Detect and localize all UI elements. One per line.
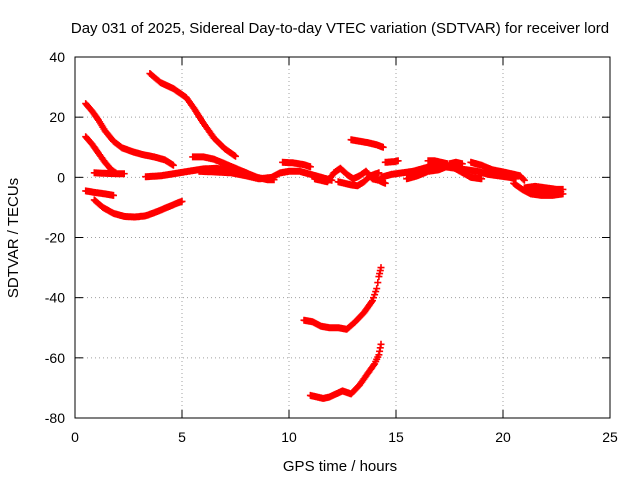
series-arc-j	[279, 158, 314, 171]
series-arc-d	[82, 187, 117, 199]
x-tick-label: 10	[281, 429, 297, 445]
series-markers	[424, 157, 451, 168]
grid	[75, 57, 610, 418]
series-arc-n	[381, 157, 402, 166]
y-axis-label: SDTVAR / TECUs	[5, 178, 22, 298]
x-tick-label: 5	[178, 429, 186, 445]
series-arc-p	[403, 161, 486, 183]
series-arc-v	[525, 187, 565, 196]
data-layer	[82, 70, 567, 402]
series-markers	[403, 161, 486, 183]
y-tick-label: -40	[45, 290, 65, 306]
series-markers	[90, 196, 186, 221]
series-markers	[347, 136, 387, 151]
series-markers	[381, 157, 402, 166]
series-arc-l	[334, 169, 383, 190]
x-tick-label: 20	[495, 429, 511, 445]
series-arc-s	[467, 158, 528, 184]
series-markers	[82, 100, 177, 169]
series-markers	[334, 169, 383, 190]
y-tick-label: 40	[49, 49, 65, 65]
y-tick-label: 0	[57, 169, 65, 185]
y-tick-label: -80	[45, 410, 65, 426]
series-arc-f	[146, 70, 239, 160]
y-tick-label: 20	[49, 109, 65, 125]
series-markers	[279, 158, 314, 171]
x-tick-label: 25	[602, 429, 618, 445]
chart-title: Day 031 of 2025, Sidereal Day-to-day VTE…	[71, 20, 609, 37]
series-markers	[300, 264, 385, 333]
series-markers	[467, 158, 528, 184]
y-tick-label: -60	[45, 350, 65, 366]
series-arc-e	[90, 196, 186, 221]
axis-ticks: 0 5 10 15 20 25 -80 -60 -40 -20 0 20 40	[45, 49, 618, 445]
x-tick-label: 0	[71, 429, 79, 445]
series-arc-a	[82, 100, 177, 169]
series-markers	[525, 187, 565, 196]
x-tick-label: 15	[388, 429, 404, 445]
series-markers	[306, 340, 385, 402]
series-arc-c	[90, 169, 128, 178]
x-axis-label: GPS time / hours	[283, 458, 397, 475]
series-arc-q	[424, 157, 451, 168]
y-tick-label: -20	[45, 230, 65, 246]
series-arc-m	[347, 136, 387, 151]
series-markers	[446, 158, 466, 168]
series-arc-w	[300, 264, 385, 333]
series-markers	[90, 169, 128, 178]
series-arc-x	[306, 340, 385, 402]
series-markers	[146, 70, 239, 160]
series-arc-r	[446, 158, 466, 168]
series-markers	[82, 187, 117, 199]
